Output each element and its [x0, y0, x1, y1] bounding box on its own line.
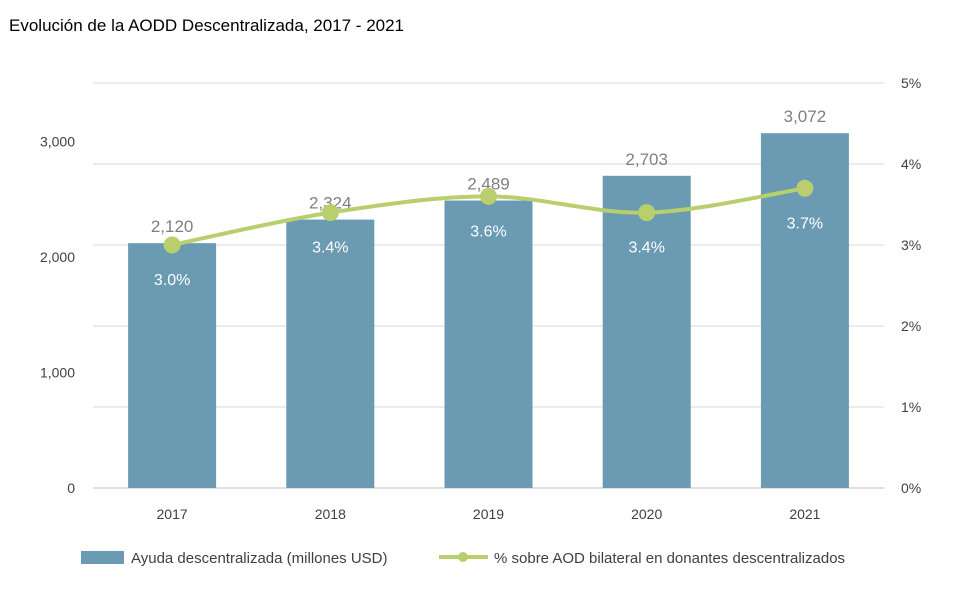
right-tick-label: 1%: [901, 399, 921, 415]
right-tick-label: 3%: [901, 237, 921, 253]
line-data-label: 3.4%: [312, 240, 348, 257]
bar: [602, 175, 691, 488]
right-tick-label: 2%: [901, 318, 921, 334]
right-tick-label: 4%: [901, 156, 921, 172]
line-point: [163, 236, 181, 254]
line-data-label: 3.0%: [154, 272, 190, 289]
x-tick-label: 2018: [315, 506, 346, 522]
line-series: [163, 179, 814, 254]
right-axis: 0% 1% 2% 3% 4% 5%: [901, 75, 921, 496]
line-point: [796, 179, 814, 197]
line-data-label: 3.6%: [470, 223, 506, 240]
line-point: [321, 204, 339, 222]
legend-label-bar: Ayuda descentralizada (millones USD): [131, 550, 388, 567]
legend: Ayuda descentralizada (millones USD) % so…: [81, 550, 845, 567]
left-tick-label: 2,000: [40, 249, 75, 265]
legend-swatch-bar: [81, 551, 124, 564]
bar-data-label: 3,072: [784, 107, 827, 126]
left-tick-label: 3,000: [40, 134, 75, 150]
x-tick-label: 2017: [157, 506, 188, 522]
line-data-label: 3.7%: [787, 215, 823, 232]
line-point: [480, 187, 497, 205]
line-data-labels: 3.0% 3.4% 3.6% 3.4% 3.7%: [154, 215, 823, 289]
legend-swatch-marker: [458, 552, 468, 562]
bar-data-labels: 2,120 2,324 2,489 2,703 3,072: [151, 107, 826, 236]
x-tick-label: 2021: [789, 506, 820, 522]
line-data-label: 3.4%: [628, 240, 664, 257]
left-tick-label: 1,000: [40, 365, 75, 381]
bar-data-label: 2,120: [151, 217, 194, 236]
bar-data-label: 2,324: [309, 194, 352, 213]
bar: [444, 200, 533, 488]
x-tick-label: 2020: [631, 506, 662, 522]
left-axis: 0 1,000 2,000 3,000: [40, 134, 75, 497]
line-point: [638, 204, 656, 222]
x-tick-label: 2019: [473, 506, 504, 522]
chart-title: Evolución de la AODD Descentralizada, 20…: [9, 16, 405, 35]
right-tick-label: 0%: [901, 480, 921, 496]
right-tick-label: 5%: [901, 75, 921, 91]
x-axis: 2017 2018 2019 2020 2021: [157, 506, 821, 522]
left-tick-label: 0: [67, 480, 75, 496]
bar-series: [128, 133, 849, 488]
bar-data-label: 2,703: [625, 150, 668, 169]
bar: [286, 219, 375, 488]
legend-label-line: % sobre AOD bilateral en donantes descen…: [494, 550, 845, 567]
bar-data-label: 2,489: [467, 175, 510, 194]
bar: [128, 243, 217, 488]
